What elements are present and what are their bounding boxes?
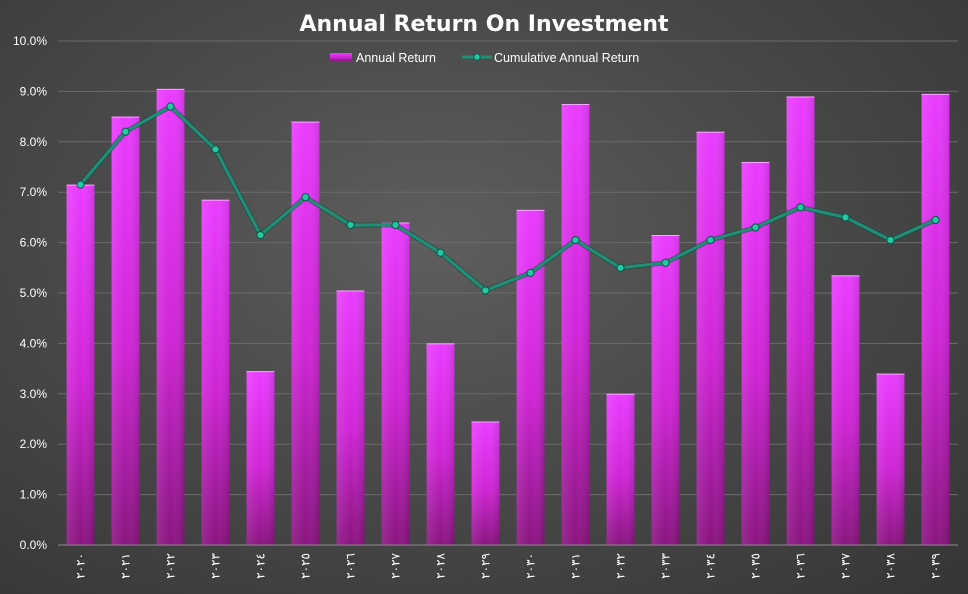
bar-sheen bbox=[831, 275, 860, 545]
x-tick-label: ٢٠٢١ bbox=[119, 553, 133, 579]
legend-label-annual-return: Annual Return bbox=[356, 51, 436, 65]
cumulative-point bbox=[346, 220, 355, 230]
x-tick-label: ٢٠٣٦ bbox=[794, 553, 808, 579]
x-tick-label: ٢٠٢٥ bbox=[299, 553, 313, 579]
cumulative-point bbox=[301, 193, 310, 202]
x-tick-label: ٢٠٣٩ bbox=[929, 553, 943, 579]
bar-sheen bbox=[426, 343, 455, 545]
cumulative-point bbox=[211, 145, 220, 154]
x-tick-label: ٢٠٣٣ bbox=[659, 552, 673, 578]
x-tick-label: ٢٠٢٧ bbox=[389, 552, 403, 578]
bar-sheen bbox=[786, 96, 815, 545]
legend-swatch-annual-return bbox=[330, 53, 352, 61]
x-tick-label: ٢٠٣٢ bbox=[614, 553, 628, 579]
bar-sheen bbox=[606, 393, 635, 545]
cumulative-point bbox=[796, 203, 805, 212]
chart-title: Annual Return On Investment bbox=[299, 12, 669, 37]
y-tick-label: 7.0% bbox=[20, 185, 48, 199]
x-tick-label: ٢٠٢٢ bbox=[164, 553, 178, 579]
cumulative-point bbox=[391, 220, 400, 230]
x-tick-label: ٢٠٣٨ bbox=[884, 552, 898, 578]
bar-sheen bbox=[921, 93, 950, 546]
bar-sheen bbox=[561, 104, 590, 545]
bar-sheen bbox=[66, 184, 95, 545]
cumulative-point bbox=[751, 223, 760, 232]
x-tick-label: ٢٠٢٣ bbox=[209, 552, 223, 578]
bar-sheen bbox=[336, 290, 365, 545]
x-tick-label: ٢٠٣٥ bbox=[749, 553, 763, 579]
cumulative-point bbox=[121, 127, 130, 136]
x-tick-label: ٢٠٢٤ bbox=[254, 553, 268, 579]
x-tick-label: ٢٠٣٤ bbox=[704, 553, 718, 579]
x-tick-label: ٢٠٣٠ bbox=[524, 553, 538, 579]
bar-sheen bbox=[471, 421, 500, 545]
cumulative-return-line bbox=[76, 102, 940, 295]
x-tick-label: ٢٠٢٠ bbox=[74, 553, 88, 579]
y-tick-label: 2.0% bbox=[20, 437, 48, 451]
bar-sheen bbox=[651, 235, 680, 546]
y-tick-label: 3.0% bbox=[20, 387, 48, 401]
bar-sheen bbox=[876, 373, 905, 545]
y-tick-label: 8.0% bbox=[20, 135, 48, 149]
cumulative-point bbox=[886, 235, 895, 245]
y-tick-label: 5.0% bbox=[20, 286, 48, 300]
cumulative-point bbox=[706, 235, 715, 245]
legend-swatch-cumulative-marker bbox=[473, 53, 481, 61]
y-tick-label: 6.0% bbox=[20, 236, 48, 250]
y-axis-tick-labels: 0.0% 1.0% 2.0% 3.0% 4.0% 5.0% 6.0% 7.0% 8.0% 9.0%… bbox=[13, 34, 47, 552]
bar-sheen bbox=[291, 121, 320, 545]
cumulative-line bbox=[79, 105, 937, 292]
cumulative-point bbox=[76, 180, 85, 189]
annual-return-bars bbox=[66, 88, 950, 546]
x-tick-label: ٢٠٢٩ bbox=[479, 553, 493, 579]
x-tick-label: ٢٠٣١ bbox=[569, 553, 583, 579]
y-tick-label: 9.0% bbox=[20, 84, 48, 98]
cumulative-point bbox=[436, 248, 445, 257]
cumulative-point bbox=[661, 258, 670, 267]
bar-sheen bbox=[516, 209, 545, 545]
bar-sheen bbox=[246, 371, 275, 545]
cumulative-point bbox=[571, 235, 580, 245]
cumulative-point bbox=[841, 213, 850, 222]
x-tick-label: ٢٠٢٨ bbox=[434, 552, 448, 578]
cumulative-point bbox=[481, 286, 490, 295]
x-tick-label: ٢٠٣٧ bbox=[839, 552, 853, 578]
bar-sheen bbox=[156, 88, 185, 545]
bar-sheen bbox=[381, 222, 410, 545]
cumulative-point bbox=[256, 230, 265, 240]
cumulative-point bbox=[526, 268, 535, 277]
y-tick-label: 1.0% bbox=[20, 488, 48, 502]
gridlines bbox=[58, 40, 958, 546]
bar-sheen bbox=[111, 116, 140, 545]
cumulative-point bbox=[616, 263, 625, 272]
bar-sheen bbox=[741, 161, 770, 545]
y-tick-label: 4.0% bbox=[20, 336, 48, 350]
bar-sheen bbox=[696, 131, 725, 545]
cumulative-point bbox=[931, 215, 940, 225]
y-tick-label: 0.0% bbox=[20, 538, 48, 552]
x-axis-tick-labels: ٢٠٢٠ ٢٠٢١ ٢٠٢٢ ٢٠٢٣ ٢٠٢٤ ٢٠٢٥ ٢٠٢٦ ٢٠٢٧ ٢٠٢٨ ٢٠٢٩… bbox=[74, 552, 943, 578]
bar-sheen bbox=[201, 199, 230, 545]
legend-label-cumulative-return: Cumulative Annual Return bbox=[494, 51, 639, 65]
cumulative-point bbox=[166, 102, 175, 111]
legend: Annual Return Cumulative Annual Return bbox=[330, 51, 639, 65]
x-tick-label: ٢٠٢٦ bbox=[344, 553, 358, 579]
y-tick-label: 10.0% bbox=[13, 34, 47, 48]
